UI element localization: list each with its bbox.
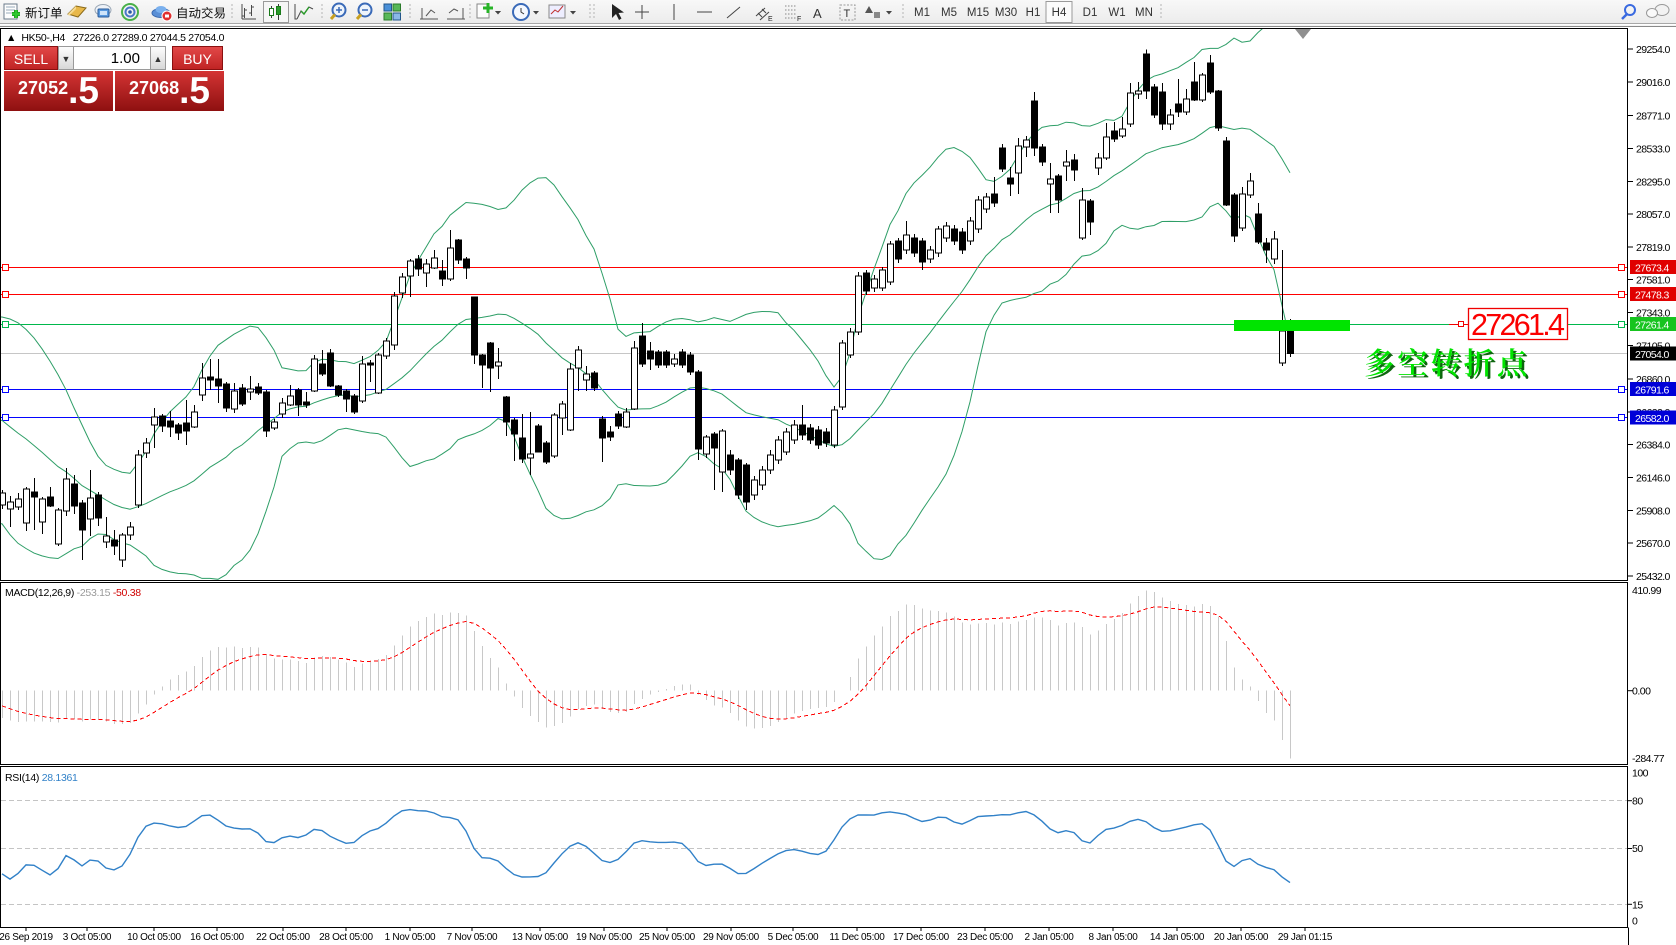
svg-text:14 Jan 05:00: 14 Jan 05:00: [1150, 932, 1205, 943]
svg-text:MN: MN: [1135, 7, 1153, 19]
svg-text:RSI(14) 28.1361: RSI(14) 28.1361: [5, 772, 78, 784]
svg-text:22 Oct 05:00: 22 Oct 05:00: [256, 932, 310, 943]
svg-text:27478.3: 27478.3: [1635, 290, 1670, 302]
svg-text:26791.6: 26791.6: [1635, 385, 1670, 397]
svg-text:410.99: 410.99: [1632, 585, 1662, 597]
svg-text:27261.4: 27261.4: [1471, 308, 1565, 342]
svg-text:29 Nov 05:00: 29 Nov 05:00: [703, 932, 760, 943]
svg-text:5 Dec 05:00: 5 Dec 05:00: [768, 932, 819, 943]
svg-text:A: A: [813, 6, 822, 21]
svg-text:H4: H4: [1052, 7, 1067, 19]
svg-text:29254.0: 29254.0: [1636, 44, 1671, 56]
svg-text:▲ HK50-,H4 27226.0 27289.0: ▲ HK50-,H4 27226.0 27289.0 27044.5 27054…: [6, 32, 225, 44]
svg-text:27261.4: 27261.4: [1635, 320, 1670, 332]
svg-text:28 Oct 05:00: 28 Oct 05:00: [319, 932, 373, 943]
svg-text:27343.0: 27343.0: [1636, 308, 1671, 320]
svg-text:3 Oct 05:00: 3 Oct 05:00: [63, 932, 112, 943]
svg-text:0.00: 0.00: [1632, 686, 1651, 698]
svg-text:10 Oct 05:00: 10 Oct 05:00: [127, 932, 181, 943]
svg-text:25 Nov 05:00: 25 Nov 05:00: [639, 932, 696, 943]
svg-text:T: T: [844, 8, 851, 20]
svg-text:7 Nov 05:00: 7 Nov 05:00: [447, 932, 498, 943]
svg-text:27054.0: 27054.0: [1635, 349, 1670, 361]
svg-text:50: 50: [1632, 843, 1643, 855]
svg-text:25432.0: 25432.0: [1636, 571, 1671, 583]
svg-text:E: E: [768, 16, 773, 23]
svg-text:15: 15: [1632, 899, 1643, 911]
svg-text:W1: W1: [1108, 7, 1125, 19]
svg-text:26146.0: 26146.0: [1636, 473, 1671, 485]
svg-text:M1: M1: [914, 7, 930, 19]
svg-text:MACD(12,26,9) -253.15 -50.38: MACD(12,26,9) -253.15 -50.38: [5, 587, 141, 599]
svg-text:17 Dec 05:00: 17 Dec 05:00: [893, 932, 950, 943]
svg-text:80: 80: [1632, 796, 1643, 808]
svg-text:M5: M5: [941, 7, 957, 19]
svg-text:27673.4: 27673.4: [1635, 263, 1670, 275]
svg-text:100: 100: [1632, 768, 1649, 780]
svg-text:29 Jan 01:15: 29 Jan 01:15: [1278, 932, 1333, 943]
svg-text:8 Jan 05:00: 8 Jan 05:00: [1089, 932, 1139, 943]
svg-text:25908.0: 25908.0: [1636, 505, 1671, 517]
svg-text:25670.0: 25670.0: [1636, 538, 1671, 550]
svg-text:-284.77: -284.77: [1632, 753, 1665, 765]
svg-text:23 Dec 05:00: 23 Dec 05:00: [957, 932, 1014, 943]
svg-text:28295.0: 28295.0: [1636, 176, 1671, 188]
svg-text:28771.0: 28771.0: [1636, 111, 1671, 123]
svg-text:M15: M15: [967, 7, 989, 19]
svg-text:1 Nov 05:00: 1 Nov 05:00: [385, 932, 436, 943]
svg-text:H1: H1: [1026, 7, 1041, 19]
svg-text:F: F: [797, 16, 801, 23]
svg-text:29016.0: 29016.0: [1636, 77, 1671, 89]
svg-text:2 Jan 05:00: 2 Jan 05:00: [1025, 932, 1075, 943]
svg-text:M30: M30: [995, 7, 1017, 19]
svg-text:D1: D1: [1083, 7, 1098, 19]
svg-text:27581.0: 27581.0: [1636, 275, 1671, 287]
svg-text:28057.0: 28057.0: [1636, 209, 1671, 221]
svg-text:11 Dec 05:00: 11 Dec 05:00: [829, 932, 885, 943]
svg-text:26384.0: 26384.0: [1636, 440, 1671, 452]
svg-text:16 Oct 05:00: 16 Oct 05:00: [190, 932, 244, 943]
svg-text:26582.0: 26582.0: [1635, 413, 1670, 425]
svg-text:13 Nov 05:00: 13 Nov 05:00: [512, 932, 569, 943]
svg-text:20 Jan 05:00: 20 Jan 05:00: [1214, 932, 1269, 943]
svg-text:26 Sep 2019: 26 Sep 2019: [0, 932, 53, 943]
svg-text:0: 0: [1632, 916, 1638, 928]
svg-text:28533.0: 28533.0: [1636, 144, 1671, 156]
svg-text:27819.0: 27819.0: [1636, 242, 1671, 254]
svg-text:19 Nov 05:00: 19 Nov 05:00: [576, 932, 633, 943]
